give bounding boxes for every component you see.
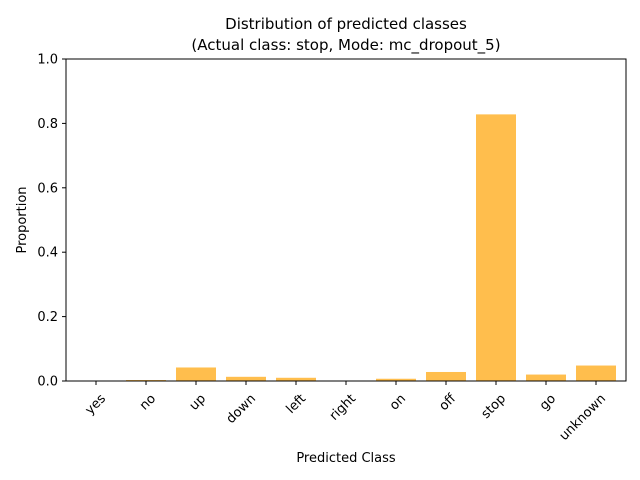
bar-unknown <box>576 365 616 381</box>
x-axis-title: Predicted Class <box>296 451 396 466</box>
x-tick-label-on: on <box>387 391 409 413</box>
x-tick-label-right: right <box>327 391 359 423</box>
chart-title-line2: (Actual class: stop, Mode: mc_dropout_5) <box>191 36 500 55</box>
y-tick-label: 0.2 <box>37 310 58 325</box>
plot-frame <box>65 58 627 382</box>
x-tick-label-go: go <box>537 391 559 413</box>
x-tick-label-yes: yes <box>83 391 110 418</box>
y-tick-label: 0.4 <box>37 246 58 261</box>
x-tick-label-unknown: unknown <box>557 391 609 443</box>
y-tick-label: 0.6 <box>37 181 58 196</box>
x-tick-label-left: left <box>284 391 310 417</box>
x-tick-label-off: off <box>436 391 459 414</box>
x-tick-label-stop: stop <box>479 391 509 421</box>
y-tick-label: 1.0 <box>37 53 58 68</box>
bar-stop <box>476 114 516 381</box>
chart-title-line1: Distribution of predicted classes <box>225 15 467 33</box>
y-tick-label: 0.0 <box>37 375 58 390</box>
x-tick-label-down: down <box>224 391 259 426</box>
y-axis-title: Proportion <box>15 186 30 253</box>
bars-layer <box>126 114 616 381</box>
x-tick-label-no: no <box>137 391 159 413</box>
bar-left <box>276 377 316 381</box>
bar-go <box>526 374 566 381</box>
y-axis: 0.0 0.2 0.4 0.6 0.8 1.0 <box>37 53 66 390</box>
bar-off <box>426 371 466 381</box>
bar-on <box>376 378 416 381</box>
y-tick-label: 0.8 <box>37 117 58 132</box>
bar-down <box>226 376 266 381</box>
bar-up <box>176 367 216 381</box>
x-tick-label-up: up <box>187 391 209 413</box>
